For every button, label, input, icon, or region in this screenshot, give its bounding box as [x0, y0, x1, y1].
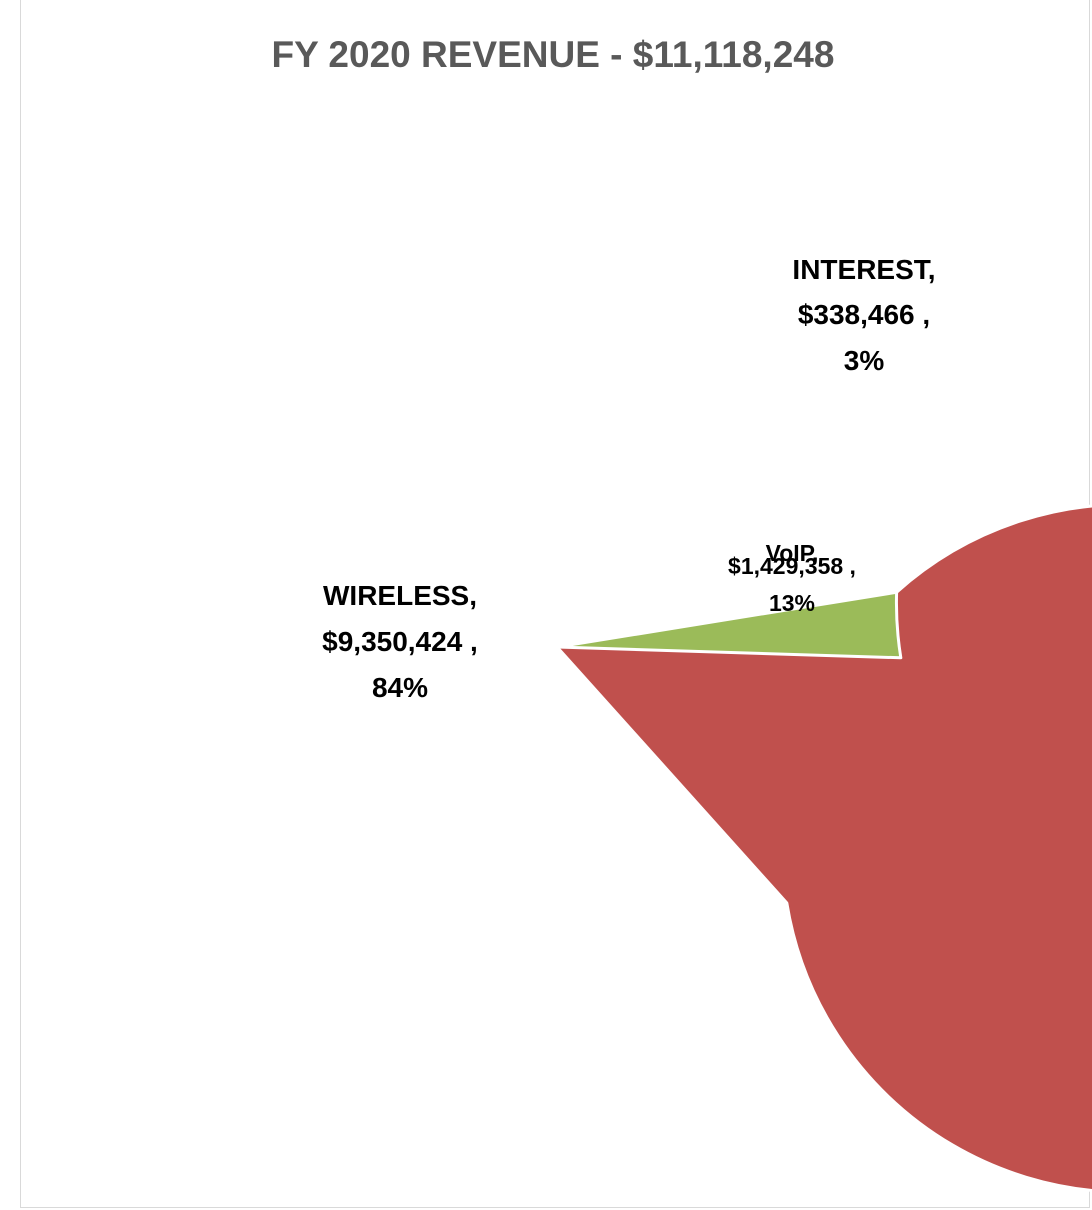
interest-amount-label: $338,466 ,	[798, 299, 930, 330]
voip-category-label: VoIP,	[766, 540, 819, 566]
wireless-amount-label: $9,350,424 ,	[322, 626, 478, 657]
chart-title: FY 2020 REVENUE - $11,118,248	[272, 34, 835, 75]
interest-slice	[555, 590, 903, 660]
interest-percent-label: 3%	[844, 345, 885, 376]
wireless-percent-label: 84%	[372, 672, 428, 703]
voip-slice-label: VoIP,	[766, 540, 819, 566]
wireless-category-label: WIRELESS,	[323, 580, 477, 611]
voip-percent-label: 13%	[769, 590, 815, 616]
interest-category-label: INTEREST,	[792, 254, 935, 285]
voip-amount-label: $1,429,358 ,	[728, 553, 856, 579]
pie-slices	[555, 504, 1092, 1192]
wireless-slice	[555, 504, 1092, 1192]
